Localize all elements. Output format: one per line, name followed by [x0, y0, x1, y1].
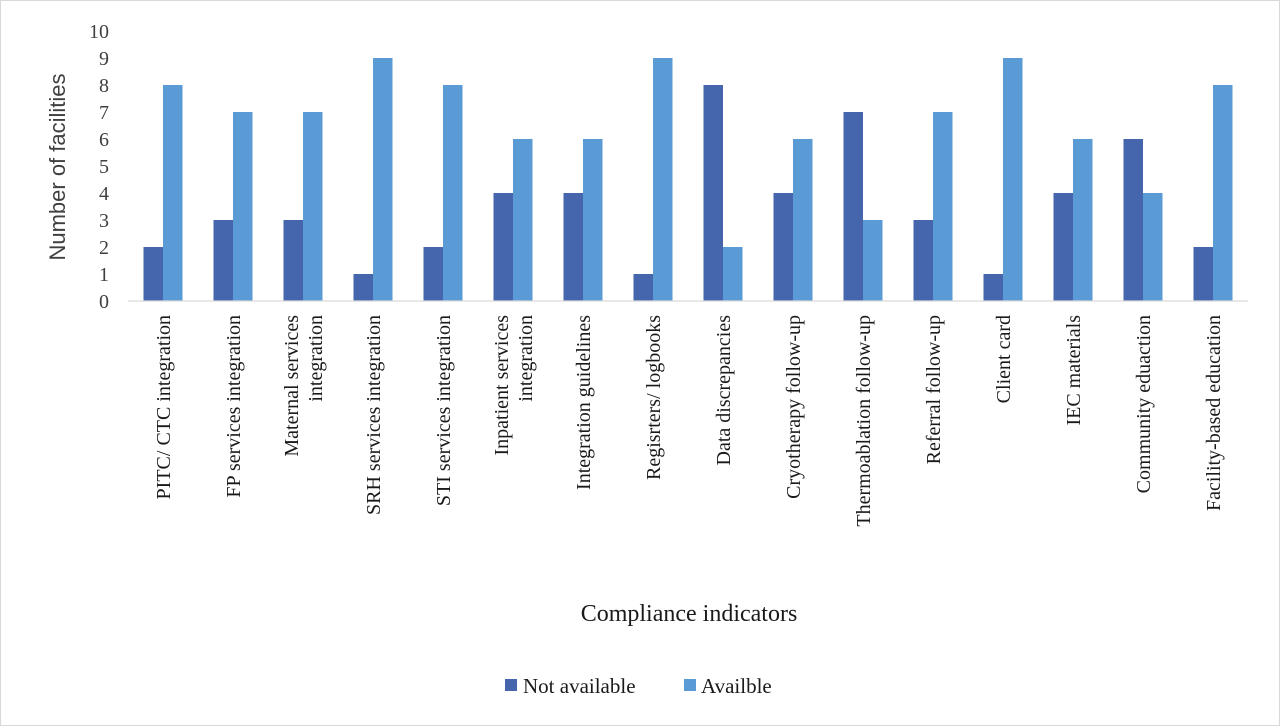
category-label-line: Inpatient services	[491, 315, 513, 456]
legend-swatch	[505, 679, 517, 691]
bar-not-available	[143, 247, 163, 301]
y-tick-label: 4	[99, 183, 109, 205]
category-label-line: Client card	[993, 315, 1015, 403]
category-label: Integration guidelines	[573, 315, 595, 490]
category-label: Regisrters/ logbooks	[643, 315, 665, 480]
y-axis-ticks: 0 1 2 3 4 5 6 7 8 9 10	[89, 21, 109, 313]
bar-available	[793, 139, 813, 301]
category-label-line: SRH services integration	[363, 315, 385, 515]
category-label: Thermoablation follow-up	[853, 315, 875, 527]
category-label-line: IEC materials	[1063, 315, 1085, 426]
bar-available	[653, 58, 673, 301]
category-label-line: Referral follow-up	[923, 315, 945, 464]
category-label: Data discrepancies	[713, 315, 735, 466]
category-label: SRH services integration	[363, 315, 385, 515]
category-label: STI services integration	[433, 315, 455, 506]
legend-swatch	[684, 679, 696, 691]
bar-not-available	[843, 112, 863, 301]
bar-not-available	[1123, 139, 1143, 301]
category-label-line: FP services integration	[223, 315, 245, 498]
category-label-line: Cryotherapy follow-up	[783, 315, 805, 499]
y-tick-label: 3	[99, 210, 109, 232]
bar-not-available	[353, 274, 373, 301]
category-label-line: integration	[305, 315, 327, 402]
bar-not-available	[983, 274, 1003, 301]
category-label-line: PITC/ CTC integration	[153, 315, 175, 499]
y-tick-label: 0	[99, 291, 109, 313]
category-label-line: Maternal services	[281, 315, 303, 457]
category-label-line: Integration guidelines	[573, 315, 595, 490]
category-label-line: Thermoablation follow-up	[853, 315, 875, 527]
y-tick-label: 5	[99, 156, 109, 178]
y-tick-label: 2	[99, 237, 109, 259]
legend-label: Availble	[701, 674, 772, 698]
category-label: Referral follow-up	[923, 315, 945, 464]
bars	[143, 58, 1233, 301]
category-label: Client card	[993, 315, 1015, 403]
legend-label: Not available	[523, 674, 636, 698]
category-label-line: Facility-based education	[1203, 315, 1225, 511]
bar-available	[1213, 85, 1233, 301]
bar-not-available	[283, 220, 303, 301]
category-label: FP services integration	[223, 315, 245, 498]
bar-available	[513, 139, 533, 301]
category-label-line: Regisrters/ logbooks	[643, 315, 665, 480]
category-label: PITC/ CTC integration	[153, 315, 175, 499]
category-label-line: STI services integration	[433, 315, 455, 506]
bar-available	[583, 139, 603, 301]
category-label: Cryotherapy follow-up	[783, 315, 805, 499]
bar-not-available	[1193, 247, 1213, 301]
category-label: Maternal services integration	[281, 315, 327, 457]
bar-not-available	[423, 247, 443, 301]
bar-available	[1143, 193, 1163, 301]
category-label: Facility-based education	[1203, 315, 1225, 511]
bar-not-available	[563, 193, 583, 301]
category-label: Inpatient services integration	[491, 315, 537, 456]
category-label-line: integration	[515, 315, 537, 402]
bar-not-available	[493, 193, 513, 301]
bar-not-available	[1053, 193, 1073, 301]
bar-not-available	[913, 220, 933, 301]
category-label-line: Data discrepancies	[713, 315, 735, 466]
bar-not-available	[213, 220, 233, 301]
bar-not-available	[773, 193, 793, 301]
bar-available	[863, 220, 883, 301]
bar-available	[373, 58, 393, 301]
y-tick-label: 8	[99, 75, 109, 97]
y-tick-label: 1	[99, 264, 109, 286]
x-axis-label: Compliance indicators	[581, 601, 798, 627]
y-tick-label: 7	[99, 102, 109, 124]
bar-available	[1003, 58, 1023, 301]
category-label: Community eduaction	[1133, 315, 1155, 493]
bar-available	[443, 85, 463, 301]
y-tick-label: 6	[99, 129, 109, 151]
bar-not-available	[633, 274, 653, 301]
bar-available	[163, 85, 183, 301]
bar-available	[933, 112, 953, 301]
y-axis-label: Number of facilities	[45, 73, 70, 260]
bar-available	[1073, 139, 1093, 301]
bar-not-available	[703, 85, 723, 301]
bar-available	[723, 247, 743, 301]
category-label-line: Community eduaction	[1133, 315, 1155, 493]
legend: Not available Availble	[505, 674, 772, 698]
y-tick-label: 10	[89, 21, 109, 43]
category-labels: PITC/ CTC integration FP services integra…	[153, 315, 1225, 527]
bar-available	[303, 112, 323, 301]
y-tick-label: 9	[99, 48, 109, 70]
category-label: IEC materials	[1063, 315, 1085, 426]
bar-available	[233, 112, 253, 301]
